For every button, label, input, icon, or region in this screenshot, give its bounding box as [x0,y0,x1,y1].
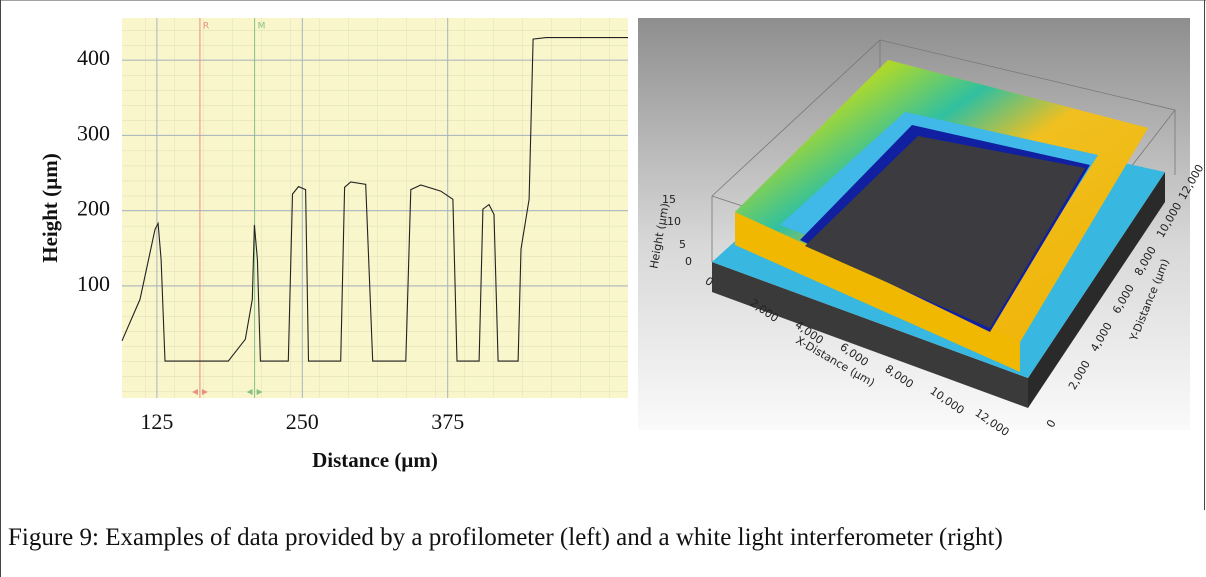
y-tick-label: 200 [77,196,110,221]
figure-canvas: 100 200 300 400 125 250 375 R M Distance (µm) He… [0,0,1206,577]
marker-label: R [203,22,209,32]
marker-label: M [258,22,266,32]
figure: 100 200 300 400 125 250 375 R M Distance (µm) He… [0,0,1206,577]
surface-plot [638,18,1190,430]
caption: Figure 9: Examples of data provided by a… [8,522,1198,553]
y-tick-label: 100 [77,271,110,296]
x-tick-label: 375 [431,409,464,434]
height-tick-label: 5 [679,238,686,251]
height-tick-label: 0 [685,255,692,268]
minor-grid [122,18,628,398]
y-axis-label: Height (µm) [38,153,62,263]
x-tick-label: 125 [140,409,173,434]
x-tick-label: 250 [286,409,319,434]
y-tick-label: 300 [77,120,110,145]
y-tick-label: 400 [77,45,110,70]
x-axis-label: Distance (µm) [312,448,438,472]
